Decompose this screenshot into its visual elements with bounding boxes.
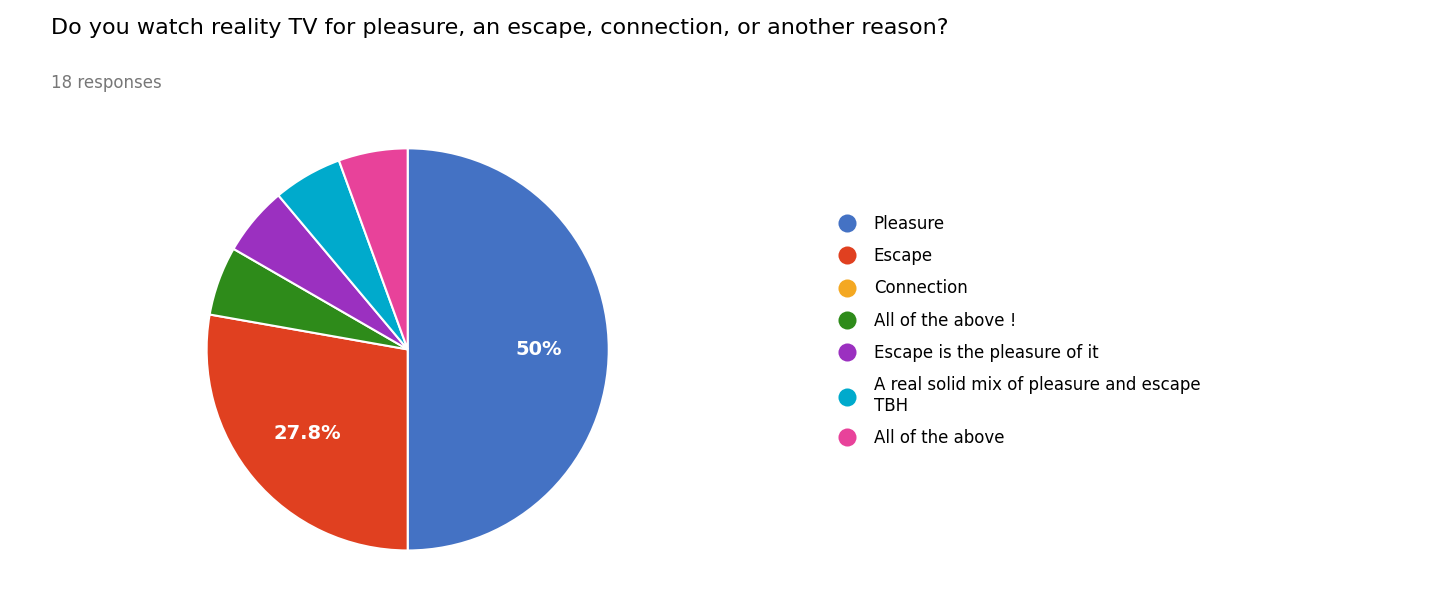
Text: 18 responses: 18 responses [51, 74, 162, 91]
Text: Do you watch reality TV for pleasure, an escape, connection, or another reason?: Do you watch reality TV for pleasure, an… [51, 18, 948, 39]
Text: 50%: 50% [515, 340, 562, 359]
Wedge shape [278, 161, 408, 349]
Wedge shape [408, 148, 609, 550]
Wedge shape [339, 148, 408, 349]
Wedge shape [210, 249, 408, 349]
Wedge shape [207, 314, 408, 550]
Legend: Pleasure, Escape, Connection, All of the above !, Escape is the pleasure of it, : Pleasure, Escape, Connection, All of the… [824, 208, 1207, 454]
Text: 27.8%: 27.8% [274, 424, 341, 443]
Wedge shape [233, 196, 408, 349]
